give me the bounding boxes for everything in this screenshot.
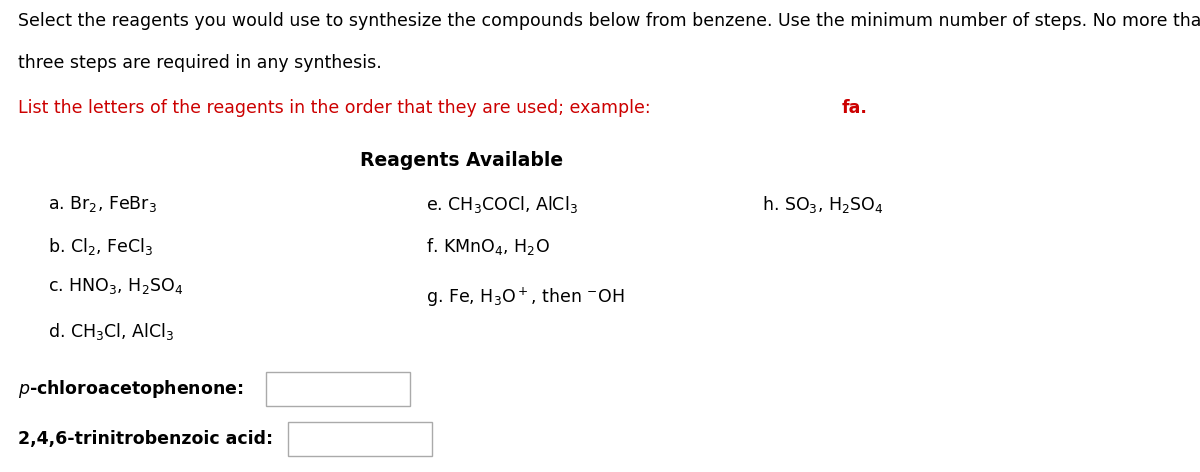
Text: d. CH$_3$Cl, AlCl$_3$: d. CH$_3$Cl, AlCl$_3$ xyxy=(48,321,174,342)
Text: 2,4,6-trinitrobenzoic acid:: 2,4,6-trinitrobenzoic acid: xyxy=(18,430,274,448)
Text: Reagents Available: Reagents Available xyxy=(360,151,564,170)
Text: a. Br$_2$, FeBr$_3$: a. Br$_2$, FeBr$_3$ xyxy=(48,194,157,213)
FancyBboxPatch shape xyxy=(266,372,410,406)
FancyBboxPatch shape xyxy=(288,422,432,456)
Text: b. Cl$_2$, FeCl$_3$: b. Cl$_2$, FeCl$_3$ xyxy=(48,236,154,257)
Text: Select the reagents you would use to synthesize the compounds below from benzene: Select the reagents you would use to syn… xyxy=(18,12,1200,30)
Text: c. HNO$_3$, H$_2$SO$_4$: c. HNO$_3$, H$_2$SO$_4$ xyxy=(48,276,184,296)
Text: List the letters of the reagents in the order that they are used; example:: List the letters of the reagents in the … xyxy=(18,99,656,117)
Text: f. KMnO$_4$, H$_2$O: f. KMnO$_4$, H$_2$O xyxy=(426,236,550,257)
Text: e. CH$_3$COCl, AlCl$_3$: e. CH$_3$COCl, AlCl$_3$ xyxy=(426,194,577,214)
Text: h. SO$_3$, H$_2$SO$_4$: h. SO$_3$, H$_2$SO$_4$ xyxy=(762,194,883,214)
Text: $p$-chloroacetophenone:: $p$-chloroacetophenone: xyxy=(18,379,244,400)
Text: g. Fe, H$_3$O$^+$, then $^{-}$OH: g. Fe, H$_3$O$^+$, then $^{-}$OH xyxy=(426,286,624,309)
Text: three steps are required in any synthesis.: three steps are required in any synthesi… xyxy=(18,54,382,72)
Text: fa.: fa. xyxy=(841,99,868,117)
